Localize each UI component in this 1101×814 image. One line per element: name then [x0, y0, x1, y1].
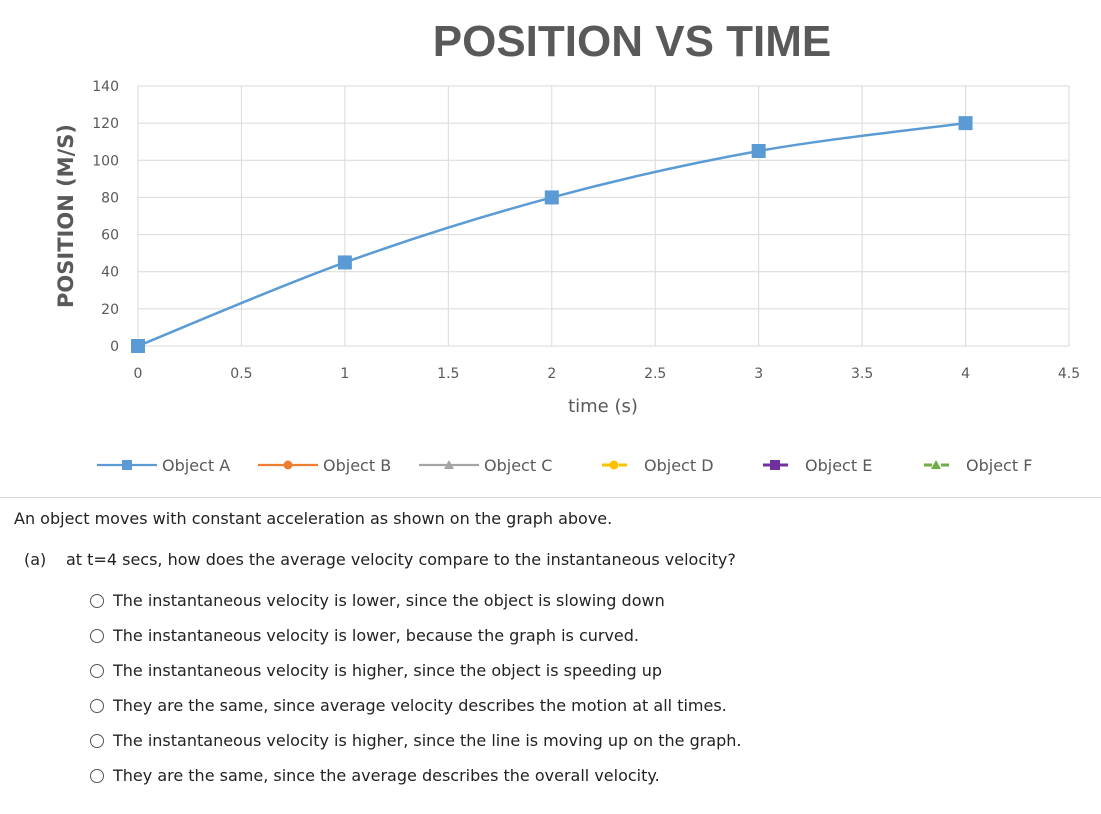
legend-label: Object E: [805, 456, 872, 475]
y-tick-label: 0: [110, 339, 119, 355]
data-point-marker: [337, 255, 352, 270]
chart-svg: POSITION VS TIME POSITION (M/S) time (s)…: [54, 17, 1080, 475]
radio-button[interactable]: [90, 628, 104, 643]
legend-item: Object E: [763, 456, 872, 475]
radio-button[interactable]: [90, 593, 104, 608]
answer-option-2[interactable]: The instantaneous velocity is lower, bec…: [90, 618, 742, 653]
question-intro: An object moves with constant accelerati…: [14, 509, 613, 528]
legend-label: Object D: [644, 456, 714, 475]
series-layer: [131, 116, 973, 353]
legend-item: Object A: [97, 456, 230, 475]
part-prompt: at t=4 secs, how does the average veloci…: [66, 550, 736, 569]
legend-marker: [609, 460, 619, 470]
legend: Object A Object B Object C Object D Object E…: [97, 456, 1032, 475]
y-tick-label: 20: [101, 302, 119, 318]
x-tick-label: 2.5: [644, 366, 666, 382]
answer-option-label: The instantaneous velocity is lower, sin…: [113, 591, 665, 610]
radio-button[interactable]: [90, 698, 104, 713]
legend-label: Object C: [484, 456, 552, 475]
answer-option-label: They are the same, since the average des…: [113, 766, 660, 785]
y-tick-label: 120: [92, 116, 119, 132]
chart-divider: [0, 497, 1101, 498]
legend-label: Object B: [323, 456, 391, 475]
legend-item: Object F: [924, 456, 1032, 475]
answer-option-4[interactable]: They are the same, since average velocit…: [90, 688, 742, 723]
y-tick-label: 40: [101, 265, 119, 281]
data-point-marker: [958, 116, 973, 131]
answer-option-label: The instantaneous velocity is higher, si…: [113, 731, 742, 750]
answer-option-label: They are the same, since average velocit…: [113, 696, 727, 715]
x-tick-label: 0: [134, 366, 143, 382]
legend-marker: [931, 460, 941, 469]
radio-button[interactable]: [90, 768, 104, 783]
y-tick-label: 100: [92, 153, 119, 169]
x-axis-label: time (s): [568, 396, 638, 417]
legend-item: Object B: [258, 456, 391, 475]
legend-marker: [122, 460, 132, 470]
legend-marker: [770, 460, 780, 470]
x-tick-label: 3.5: [851, 366, 873, 382]
x-tick-label: 1: [340, 366, 349, 382]
y-tick-label: 60: [101, 228, 119, 244]
x-tick-label: 2: [547, 366, 556, 382]
answer-option-3[interactable]: The instantaneous velocity is higher, si…: [90, 653, 742, 688]
y-tick-label: 140: [92, 79, 119, 95]
x-tick-label: 1.5: [437, 366, 459, 382]
answer-option-1[interactable]: The instantaneous velocity is lower, sin…: [90, 583, 742, 618]
x-tick-label: 0.5: [230, 366, 252, 382]
y-tick-label: 80: [101, 190, 119, 206]
answer-option-label: The instantaneous velocity is lower, bec…: [113, 626, 640, 645]
legend-marker: [283, 460, 293, 470]
grid-lines: [137, 85, 1070, 347]
x-tick-label: 3: [754, 366, 763, 382]
data-point-marker: [544, 190, 559, 205]
answer-options: The instantaneous velocity is lower, sin…: [90, 583, 742, 793]
legend-marker: [444, 460, 454, 469]
part-label: (a): [24, 550, 47, 569]
radio-button[interactable]: [90, 663, 104, 678]
legend-label: Object A: [162, 456, 230, 475]
y-axis-label: POSITION (M/S): [54, 124, 78, 308]
data-point-marker: [751, 144, 766, 158]
answer-option-label: The instantaneous velocity is higher, si…: [113, 661, 663, 680]
data-point-marker: [131, 339, 145, 353]
question-part-a: (a) at t=4 secs, how does the average vel…: [24, 550, 736, 569]
answer-option-5[interactable]: The instantaneous velocity is higher, si…: [90, 723, 742, 758]
legend-item: Object C: [419, 456, 552, 475]
legend-item: Object D: [602, 456, 714, 475]
x-tick-label: 4.5: [1058, 366, 1080, 382]
chart-title: POSITION VS TIME: [433, 17, 832, 66]
radio-button[interactable]: [90, 733, 104, 748]
position-vs-time-chart: POSITION VS TIME POSITION (M/S) time (s)…: [0, 17, 1101, 498]
x-tick-label: 4: [961, 366, 970, 382]
tick-labels: 0 0.5 1 1.5 2 2.5 3 3.5 4 4.5 0 20 40 60 80 100 120 140: [92, 79, 1080, 382]
answer-option-6[interactable]: They are the same, since the average des…: [90, 758, 742, 793]
legend-label: Object F: [966, 456, 1032, 475]
